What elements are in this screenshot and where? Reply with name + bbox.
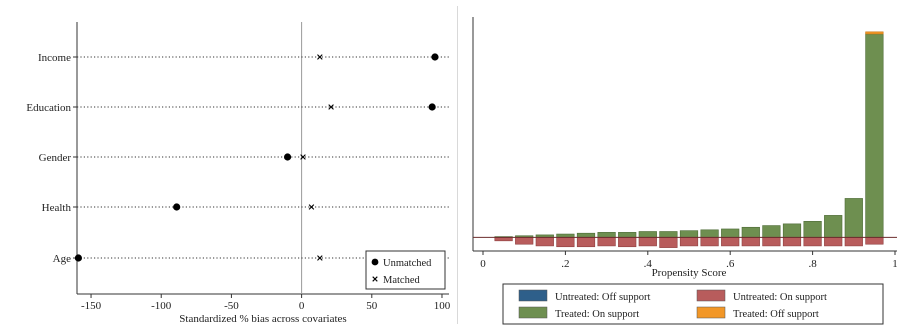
y-tick-label-gender: Gender: [39, 152, 72, 164]
panel-divider: [457, 6, 458, 324]
legend-label-unmatched: Unmatched: [383, 258, 432, 269]
untreated-on-support-bar: [515, 237, 534, 245]
treated-on-support-bar: [824, 215, 843, 238]
untreated-on-support-bar: [700, 237, 719, 247]
unmatched-point-education: [428, 103, 436, 111]
untreated-on-support-bar: [679, 237, 699, 247]
covariate-bias-dot-plot: -150 -100 -50 0 50 100 Income Education Gender He…: [26, 22, 451, 325]
matched-point-income: [317, 54, 323, 60]
matched-point-gender: [300, 154, 306, 160]
treated-off-support-bar: [865, 31, 884, 35]
unmatched-point-health: [173, 203, 181, 211]
untreated-on-support-bar: [844, 237, 863, 247]
legend-marker-matched: [372, 276, 378, 282]
propensity-score-panel: 0 .2 .4 .6 .8 1 Propensity Score Untreated: O…: [463, 0, 897, 329]
untreated-on-support-bar: [659, 237, 678, 248]
legend-swatch-treated-off-support: [696, 306, 726, 319]
untreated-on-support-bar: [618, 237, 637, 248]
covariate-balance-panel: -150 -100 -50 0 50 100 Income Education Gender He…: [0, 0, 455, 329]
treated-on-support-bar: [741, 226, 760, 238]
treated-on-support-bar: [638, 231, 657, 238]
x-tick-label: .8: [808, 258, 817, 270]
untreated-on-support-bar: [741, 237, 760, 247]
x-tick-label: 100: [434, 300, 451, 312]
legend-label-treated-off-support: Treated: Off support: [733, 309, 819, 320]
legend-label-untreated-on-support: Untreated: On support: [733, 292, 827, 303]
y-tick-label-income: Income: [38, 52, 71, 64]
legend-swatch-untreated-off-support: [518, 289, 548, 302]
x-axis-label: Propensity Score: [652, 267, 727, 279]
y-tick-label-health: Health: [42, 202, 72, 214]
treated-on-support-bar: [576, 232, 596, 238]
x-axis-label: Standardized % bias across covariates: [179, 313, 346, 325]
untreated-on-support-bar: [865, 237, 884, 245]
x-tick-label: -100: [151, 300, 172, 312]
untreated-on-support-bar: [762, 237, 781, 247]
unmatched-point-gender: [283, 153, 292, 161]
x-tick-label: 0: [299, 300, 305, 312]
legend-box: [365, 250, 446, 290]
matched-point-health: [308, 204, 315, 210]
y-tick-label-education: Education: [26, 102, 71, 114]
legend-label-matched: Matched: [383, 275, 420, 286]
untreated-on-support-bar: [824, 237, 843, 247]
legend-box: [502, 283, 884, 325]
untreated-on-support-bar: [576, 237, 596, 248]
x-tick-label: 50: [366, 300, 378, 312]
untreated-on-support-bar: [535, 237, 554, 247]
legend-marker-unmatched: [371, 258, 379, 266]
x-tick-label: -150: [81, 300, 102, 312]
untreated-on-support-bar: [803, 237, 822, 247]
x-tick-label: .2: [561, 258, 569, 270]
y-tick-label-age: Age: [53, 253, 71, 265]
unmatched-point-income: [431, 53, 439, 61]
x-tick-label: .4: [644, 258, 653, 270]
untreated-on-support-bar: [597, 237, 616, 247]
treated-on-support-bar: [782, 223, 802, 238]
matched-point-age: [317, 255, 323, 261]
treated-on-support-bar: [700, 229, 719, 238]
untreated-on-support-bar: [782, 237, 802, 247]
untreated-on-support-bar: [721, 237, 740, 247]
treated-on-support-bar: [618, 232, 637, 238]
x-tick-label: 0: [480, 258, 486, 270]
treated-on-support-bar: [597, 232, 616, 238]
treated-on-support-bar: [865, 33, 884, 238]
treated-on-support-bar: [556, 233, 575, 238]
x-tick-label: -50: [224, 300, 239, 312]
propensity-score-histogram: 0 .2 .4 .6 .8 1 Propensity Score Untreated: O…: [472, 17, 897, 325]
unmatched-point-age: [74, 254, 83, 262]
treated-on-support-bar: [659, 231, 678, 238]
untreated-on-support-bar: [556, 237, 575, 248]
legend-swatch-treated-on-support: [518, 306, 548, 319]
matched-point-education: [328, 104, 334, 110]
untreated-on-support-bar: [638, 237, 657, 247]
treated-on-support-bar: [844, 198, 863, 238]
treated-on-support-bar: [803, 221, 822, 238]
legend-label-untreated-off-support: Untreated: Off support: [555, 292, 651, 303]
legend-label-treated-on-support: Treated: On support: [555, 309, 639, 320]
treated-on-support-bar: [721, 228, 740, 238]
x-tick-label: .6: [726, 258, 735, 270]
treated-on-support-bar: [679, 230, 699, 238]
legend-swatch-untreated-on-support: [696, 289, 726, 302]
x-tick-label: 1: [892, 258, 897, 270]
untreated-on-support-bar: [494, 237, 513, 242]
treated-on-support-bar: [762, 225, 781, 238]
plot-area: [77, 22, 449, 294]
